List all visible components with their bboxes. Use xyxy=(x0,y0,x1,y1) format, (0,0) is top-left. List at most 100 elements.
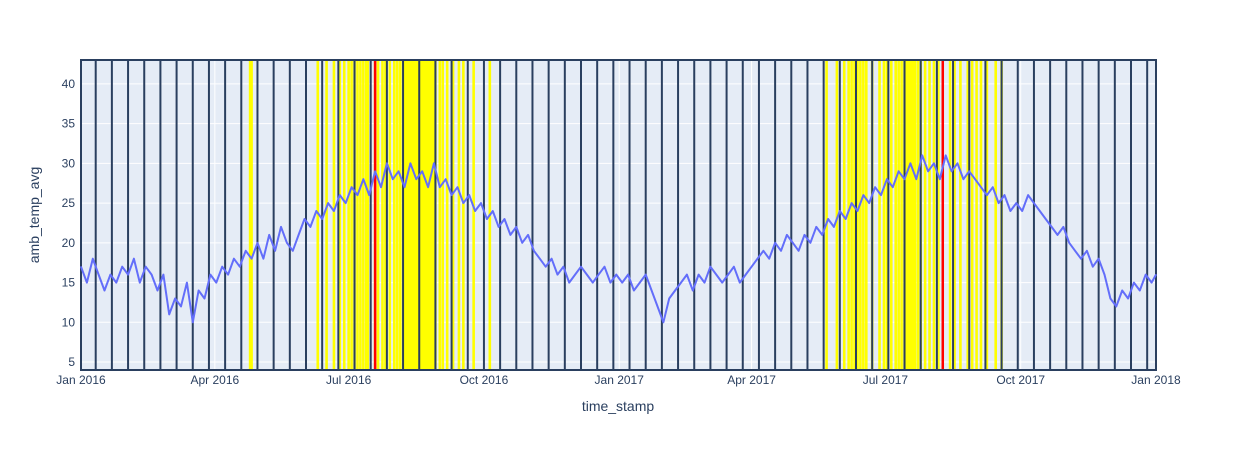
data-point xyxy=(1056,234,1059,236)
data-point xyxy=(345,202,347,204)
data-point xyxy=(774,242,776,244)
x-tick-label: Jan 2018 xyxy=(1131,373,1181,387)
data-point xyxy=(298,234,300,236)
series-line xyxy=(80,154,1157,324)
data-point xyxy=(692,289,694,292)
data-point xyxy=(627,274,629,276)
data-point xyxy=(392,178,394,180)
data-point xyxy=(162,274,164,276)
data-point xyxy=(92,258,94,260)
data-point xyxy=(303,218,306,220)
data-point xyxy=(474,210,476,212)
data-point xyxy=(251,258,253,260)
data-point xyxy=(662,321,665,323)
data-point xyxy=(468,194,470,196)
data-point xyxy=(633,289,635,292)
data-point xyxy=(574,274,576,276)
data-point xyxy=(956,162,959,164)
data-point xyxy=(880,194,882,196)
y-tick-label: 15 xyxy=(62,276,76,290)
data-point xyxy=(586,274,588,276)
data-point xyxy=(609,282,612,284)
data-point xyxy=(1027,194,1029,196)
data-point xyxy=(809,242,812,244)
data-point xyxy=(592,282,594,284)
data-point xyxy=(668,297,670,300)
data-point xyxy=(168,313,170,315)
data-point xyxy=(968,170,970,172)
data-point xyxy=(545,266,547,268)
data-point xyxy=(868,202,870,204)
x-tick-label: Oct 2016 xyxy=(460,373,509,387)
data-point xyxy=(86,282,88,284)
data-point xyxy=(456,186,459,188)
data-point xyxy=(239,266,241,268)
y-tick-label: 20 xyxy=(62,236,76,250)
data-point xyxy=(821,234,823,236)
data-point xyxy=(1080,258,1082,260)
data-point xyxy=(362,178,364,180)
vertical-markers xyxy=(80,59,1157,371)
x-tick-label: Apr 2017 xyxy=(727,373,776,387)
data-point xyxy=(698,274,700,276)
data-point xyxy=(374,170,376,172)
data-point xyxy=(1086,250,1088,252)
data-point xyxy=(745,274,747,276)
data-point xyxy=(651,289,653,292)
data-point xyxy=(992,186,994,188)
data-point xyxy=(1155,274,1157,276)
data-point xyxy=(562,266,565,268)
data-point xyxy=(856,210,859,212)
data-point xyxy=(939,178,941,180)
data-point xyxy=(256,242,259,244)
data-point xyxy=(351,186,353,188)
y-axis-title: amb_temp_avg xyxy=(26,167,42,264)
y-tick-label: 25 xyxy=(62,196,76,210)
data-point xyxy=(1092,266,1094,268)
data-point xyxy=(192,321,194,323)
data-point xyxy=(715,274,717,276)
data-point xyxy=(380,186,382,188)
data-point xyxy=(892,186,894,188)
data-point xyxy=(945,154,947,156)
data-point xyxy=(1062,226,1064,228)
data-point xyxy=(686,274,688,276)
data-point xyxy=(721,282,723,284)
data-point xyxy=(509,234,511,236)
data-point xyxy=(492,210,494,212)
data-point xyxy=(845,218,847,220)
data-point xyxy=(1127,297,1129,300)
data-point xyxy=(451,194,453,196)
data-point xyxy=(1045,218,1047,220)
data-point xyxy=(568,282,570,284)
data-point xyxy=(1139,289,1141,292)
data-point xyxy=(933,162,935,164)
data-point xyxy=(903,178,906,180)
data-point xyxy=(603,266,606,268)
data-point xyxy=(186,282,188,284)
y-tick-label: 40 xyxy=(62,77,76,91)
data-point xyxy=(1068,242,1070,244)
data-point xyxy=(739,282,741,284)
data-point xyxy=(862,194,865,196)
data-point xyxy=(1009,210,1012,212)
data-point xyxy=(798,250,800,252)
data-point xyxy=(851,202,853,204)
data-point xyxy=(145,266,147,268)
data-point xyxy=(621,282,623,284)
data-point xyxy=(727,274,729,276)
data-point xyxy=(1103,274,1106,276)
data-point xyxy=(486,218,488,220)
data-point xyxy=(539,258,541,260)
data-point xyxy=(333,210,335,212)
data-point xyxy=(874,186,876,188)
data-point xyxy=(180,305,182,307)
data-point xyxy=(521,242,523,244)
data-point xyxy=(421,170,423,172)
data-point xyxy=(980,186,982,188)
data-point xyxy=(780,250,782,252)
data-point xyxy=(1151,282,1153,284)
data-point xyxy=(1021,210,1023,212)
data-point xyxy=(756,258,759,260)
data-point xyxy=(233,258,235,260)
